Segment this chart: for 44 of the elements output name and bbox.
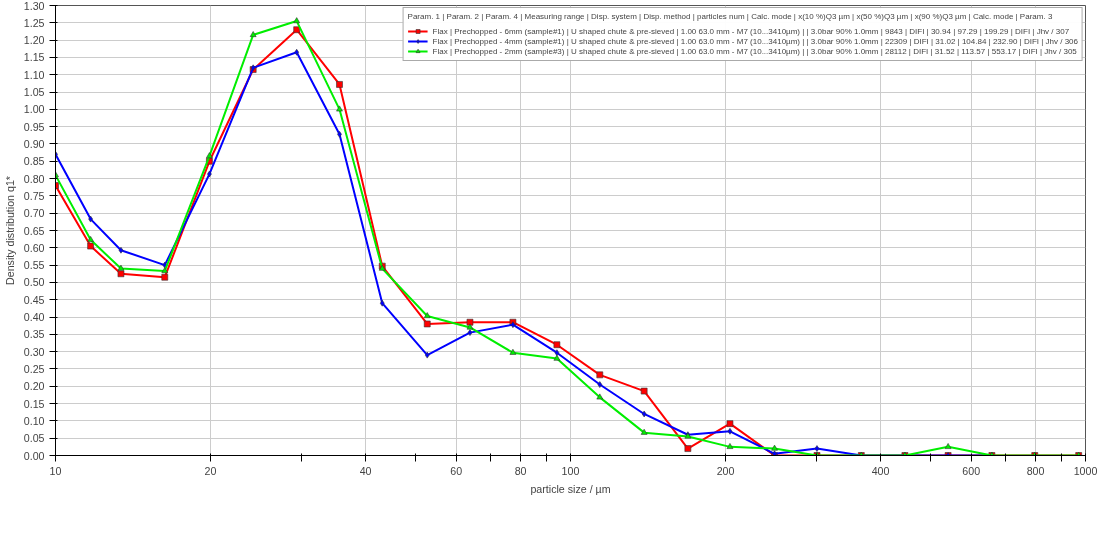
y-tick-label: 0.90 [23, 137, 45, 150]
x-tick-label: 40 [359, 464, 372, 477]
y-tick-label: 0.80 [23, 172, 45, 185]
y-tick-label: 0.20 [23, 380, 45, 393]
legend-label: Flax | Prechopped - 2mm (sample#3) | U shaped chute & pre-sieved | 1.00 63.0 mm - M7 (10...3410µm) | | 3.0bar 90% 1.0mm | 28112 | DIFI | 31.52 | 113.57 | 553.17 | DIFI | Jhv / 305 [432, 46, 1077, 56]
y-tick-label: 0.05 [23, 432, 45, 445]
x-tick-label: 80 [514, 464, 527, 477]
y-tick-label: 0.00 [23, 449, 45, 462]
x-axis-title: particle size / µm [530, 482, 611, 495]
x-tick-label: 400 [871, 464, 890, 477]
y-tick-label: 0.10 [23, 414, 45, 427]
y-tick-label: 0.55 [23, 259, 45, 272]
y-tick-label: 0.30 [23, 345, 45, 358]
legend-label: Flax | Prechopped - 4mm (sample#1) | U shaped chute & pre-sieved | 1.00 63.0 mm - M7 (10...3410µm) | | 3.0bar 90% 1.0mm | 22309 | DIFI | 31.02 | 104.84 | 232.90 | DIFI | Jhv / 306 [432, 36, 1078, 46]
y-tick-label: 0.45 [23, 293, 45, 306]
x-tick-label: 1000 [1073, 464, 1098, 477]
x-tick-label: 100 [561, 464, 580, 477]
y-tick-label: 0.75 [23, 189, 45, 202]
y-tick-label: 0.35 [23, 328, 45, 341]
x-tick-label: 600 [962, 464, 981, 477]
x-tick-label: 800 [1026, 464, 1045, 477]
y-tick-label: 0.70 [23, 207, 45, 220]
y-tick-label: 0.40 [23, 311, 45, 324]
y-tick-label: 1.15 [23, 51, 45, 64]
y-tick-label: 0.25 [23, 362, 45, 375]
y-tick-label: 1.30 [23, 0, 45, 12]
y-tick-label: 0.95 [23, 120, 45, 133]
y-tick-label: 1.05 [23, 86, 45, 99]
y-axis-title: Density distribution q1* [3, 175, 16, 285]
y-tick-label: 1.00 [23, 103, 45, 116]
x-tick-label: 200 [716, 464, 735, 477]
y-tick-label: 1.20 [23, 34, 45, 47]
x-tick-label: 60 [450, 464, 463, 477]
x-tick-label: 10 [49, 464, 62, 477]
legend-title: Param. 1 | Param. 2 | Param. 4 | Measuring range | Disp. system | Disp. method | particles num | Calc. mode | x(10 %)Q3 µm | x(50 %)Q3 µm | x(90 %)Q3 µm | Calc. mode | Param. 3 [407, 12, 1054, 21]
y-tick-label: 1.10 [23, 68, 45, 81]
y-tick-label: 0.65 [23, 224, 45, 237]
y-tick-label: 0.60 [23, 241, 45, 254]
y-tick-label: 0.85 [23, 155, 45, 168]
y-tick-label: 0.15 [23, 397, 45, 410]
legend-label: Flax | Prechopped - 6mm (sample#1) | U shaped chute & pre-sieved | 1.00 63.0 mm - M7 (10...3410µm) | | 3.0bar 90% 1.0mm | 9843 | DIFI | 30.94 | 97.29 | 199.29 | DIFI | Jhv / 307 [432, 26, 1070, 36]
y-tick-label: 1.25 [23, 16, 45, 29]
y-tick-label: 0.50 [23, 276, 45, 289]
x-tick-label: 20 [204, 464, 217, 477]
